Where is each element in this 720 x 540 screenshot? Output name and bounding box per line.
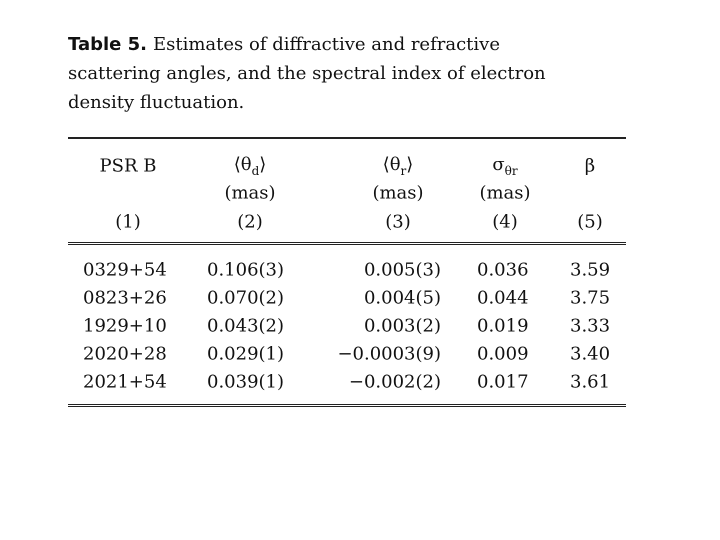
header-number: (2): [237, 211, 263, 233]
table-cell: 3.40: [570, 343, 611, 365]
table-cell: 0.029(1): [207, 343, 285, 365]
table-cell: 0.019: [477, 315, 529, 337]
header-symbol: ⟩: [406, 154, 414, 176]
header-name: ⟨θr⟩: [383, 154, 414, 178]
header-subscript: d: [251, 163, 260, 178]
caption: Table 5. Estimates of diffractive and ref…: [68, 30, 598, 117]
header-symbol: β: [584, 155, 596, 177]
table-cell: 0.009: [477, 343, 529, 365]
top-rule: [68, 137, 626, 139]
header-number: (3): [385, 211, 411, 233]
table-cell: 3.33: [570, 315, 611, 337]
table-cell: 0.044: [477, 287, 529, 309]
header-subscript: r: [400, 163, 407, 178]
table-cell: −0.002(2): [348, 371, 441, 393]
header-subscript: θr: [504, 163, 518, 178]
table-cell: 0.070(2): [207, 287, 285, 309]
table-cell: 3.75: [570, 287, 611, 309]
table-cell: 0823+26: [83, 287, 167, 309]
table-cell: 0.017: [477, 371, 529, 393]
table-cell: 0.004(5): [363, 287, 441, 309]
header-name: PSR B: [100, 156, 157, 177]
header-symbol: ⟨θ: [233, 154, 252, 176]
table-cell: 0.005(3): [363, 259, 441, 281]
table-cell: 0.039(1): [207, 371, 285, 393]
table-cell: 1929+10: [83, 315, 167, 337]
table-cell: 0329+54: [83, 259, 167, 281]
header-symbol: ⟨θ: [382, 154, 401, 176]
header-rule: [68, 242, 626, 245]
table-cell: 2020+28: [83, 343, 167, 365]
header-name: σθr: [492, 154, 517, 178]
table-cell: 3.59: [570, 259, 611, 281]
header-number: (4): [492, 211, 518, 233]
header-unit: (mas): [479, 182, 531, 204]
table-cell: 3.61: [570, 371, 611, 393]
header-symbol: ⟩: [259, 154, 267, 176]
header-number: (5): [577, 211, 603, 233]
header-name: β: [585, 156, 595, 177]
header-unit: (mas): [372, 182, 424, 204]
header-number: (1): [115, 211, 141, 233]
table-cell: 0.036: [477, 259, 529, 281]
table-cell: 2021+54: [83, 371, 167, 393]
table-cell: 0.003(2): [363, 315, 441, 337]
caption-text: Estimates of diffractive and refractive …: [68, 34, 546, 113]
bottom-rule: [68, 404, 626, 407]
table-cell: 0.106(3): [207, 259, 285, 281]
header-symbol: σ: [492, 154, 505, 176]
header-unit: (mas): [224, 182, 276, 204]
header-symbol: PSR B: [99, 155, 157, 177]
header-name: ⟨θd⟩: [234, 154, 267, 178]
table-cell: −0.0003(9): [337, 343, 441, 365]
caption-label: Table 5.: [68, 34, 147, 55]
table-cell: 0.043(2): [207, 315, 285, 337]
